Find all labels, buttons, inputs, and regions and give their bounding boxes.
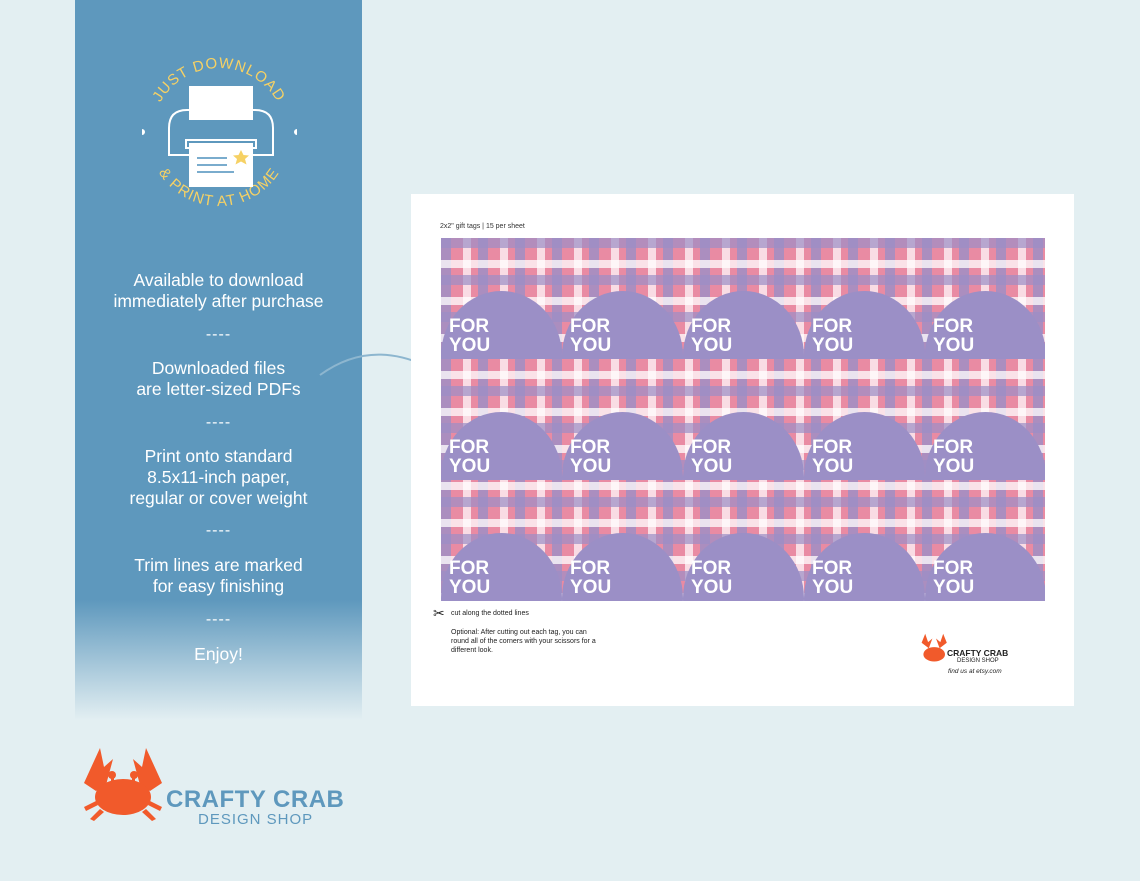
tag-shape [441,291,562,359]
gift-tag: FOR YOU [804,291,925,412]
gift-tag: FOR YOU [562,533,683,601]
info-files: Downloaded files are letter-sized PDFs [136,358,301,399]
tag-shape [804,533,925,601]
tag-shape [441,533,562,601]
plaid-stripe [441,238,1045,248]
tag-text-line1: FOR [933,316,974,337]
info-download: Available to download immediately after … [113,270,324,311]
tag-shape [925,533,1045,601]
tag-text-line1: FOR [933,437,974,458]
gift-tag: FOR YOU [804,533,925,601]
tag-text-line1: FOR [812,558,853,579]
tag-text-line2: YOU [933,577,975,598]
tag-shape [562,533,683,601]
scissors-icon: ✂ [433,605,445,621]
info-paper: Print onto standard 8.5x11-inch paper, r… [129,446,308,508]
plaid-stripe [441,275,1045,285]
optional-note: Optional: After cutting out each tag, yo… [451,629,596,654]
printer-icon [168,86,274,187]
download-print-badge: JUST DOWNLOAD & PRINT AT HOME [142,55,297,210]
tag-shape [925,412,1045,480]
gift-tag: FOR YOU [683,533,804,601]
separator: ---- [205,522,232,539]
tag-text-line1: FOR [449,437,490,458]
sheet-brand-sub: DESIGN SHOP [957,658,999,664]
tag-shape [804,412,925,480]
tag-text-line1: FOR [449,316,490,337]
info-enjoy: Enjoy! [194,644,243,664]
gift-tag: FOR YOU [683,412,804,533]
tag-text-line2: YOU [449,577,491,598]
sheet-caption: 2x2" gift tags | 15 per sheet [440,223,525,230]
gift-tag: FOR YOU [562,412,683,533]
brand-name: CRAFTY CRAB [166,786,345,813]
tag-shape [683,533,804,601]
plaid-stripe [441,519,1045,527]
tag-text-line1: FOR [449,558,490,579]
tag-text-line1: FOR [691,316,732,337]
printable-sheet-preview: 2x2" gift tags | 15 per sheet FOR YOU FOR Y… [411,194,1074,706]
tag-text-line2: YOU [933,335,975,356]
tag-text-line2: YOU [691,335,733,356]
separator: ---- [205,326,232,343]
tag-shape [562,412,683,480]
gift-tag: FOR YOU [441,412,562,533]
plaid-stripe [441,482,1045,490]
separator: ---- [205,414,232,431]
gift-tag: FOR YOU [925,533,1045,601]
tag-text-line2: YOU [812,456,854,477]
tag-text-line2: YOU [812,577,854,598]
tag-text-line2: YOU [570,335,612,356]
tag-text-line1: FOR [691,437,732,458]
tag-shape [683,291,804,359]
gift-tag: FOR YOU [804,412,925,533]
tag-text-line2: YOU [570,456,612,477]
plaid-stripe [441,497,1045,507]
tag-text-line1: FOR [933,558,974,579]
gift-tag: FOR YOU [683,291,804,412]
plaid-stripe [441,371,1045,379]
tag-text-line1: FOR [691,558,732,579]
tag-text-line2: YOU [449,335,491,356]
tag-text-line1: FOR [812,437,853,458]
tag-shape [562,291,683,359]
tag-text-line1: FOR [570,558,611,579]
tag-text-line1: FOR [570,437,611,458]
crab-logo-icon [84,748,162,821]
gift-tag: FOR YOU [562,291,683,412]
tag-text-line2: YOU [933,456,975,477]
tag-text-line2: YOU [570,577,612,598]
tag-text-line2: YOU [812,335,854,356]
brand-subtitle: DESIGN SHOP [198,811,314,828]
tag-shape [804,291,925,359]
tag-text-line2: YOU [691,577,733,598]
tag-text-line2: YOU [691,456,733,477]
tag-shape [683,412,804,480]
gift-tag: FOR YOU [925,412,1045,533]
plaid-stripe [441,260,1045,268]
crab-logo-icon [921,633,947,662]
info-trim: Trim lines are marked for easy finishing [134,555,303,596]
tag-shape [925,291,1045,359]
gift-tag: FOR YOU [925,291,1045,412]
gift-tag: FOR YOU [441,291,562,412]
sheet-brand-name: CRAFTY CRAB [947,648,1009,658]
tag-text-line1: FOR [812,316,853,337]
gift-tag-grid: FOR YOU FOR YOU FOR YOU FOR YOU FOR YOU FOR YOU FOR Y… [441,238,1045,601]
separator: ---- [205,611,232,628]
info-panel: JUST DOWNLOAD & PRINT AT HOME Available … [75,0,362,720]
plaid-stripe [441,386,1045,396]
gift-tag: FOR YOU [441,533,562,601]
tag-text-line2: YOU [449,456,491,477]
sheet-etsy-link: find us at etsy.com [948,668,1002,675]
cut-note: cut along the dotted lines [451,610,529,617]
tag-shape [441,412,562,480]
tag-text-line1: FOR [570,316,611,337]
